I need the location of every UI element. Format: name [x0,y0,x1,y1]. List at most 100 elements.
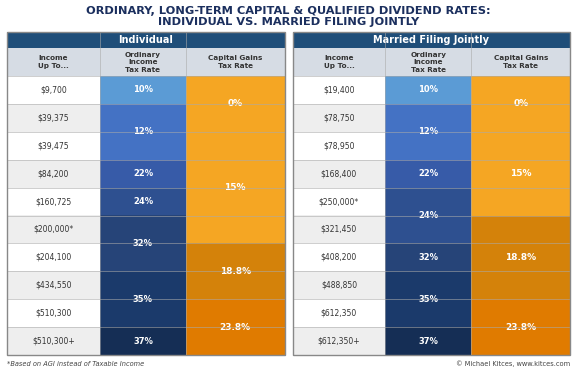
Bar [7,32,284,355]
Text: 12%: 12% [133,127,153,136]
Text: $78,950: $78,950 [323,141,355,150]
Text: $612,350: $612,350 [321,309,357,318]
Bar [293,216,385,243]
Text: $510,300+: $510,300+ [32,336,75,345]
Text: 24%: 24% [133,197,153,206]
Text: Married Filing Jointly: Married Filing Jointly [373,35,489,45]
Bar [100,104,186,160]
Bar [385,160,471,188]
Bar [7,271,100,299]
Text: Capital Gains
Tax Rate: Capital Gains Tax Rate [493,55,548,69]
Bar [471,299,570,355]
Text: Income
Up To...: Income Up To... [38,55,69,69]
Text: 22%: 22% [133,169,153,178]
Text: *Based on AGI instead of Taxable Income: *Based on AGI instead of Taxable Income [7,361,144,367]
Text: Ordinary
Income
Tax Rate: Ordinary Income Tax Rate [125,51,161,72]
Bar [385,327,471,355]
Text: 18.8%: 18.8% [220,267,251,276]
Bar [7,48,284,76]
Bar [385,271,471,327]
Bar [471,132,570,216]
Text: 37%: 37% [418,336,439,345]
Bar [100,188,186,216]
Bar [186,132,284,243]
Text: 0%: 0% [513,99,529,108]
Bar [7,32,284,48]
Text: ORDINARY, LONG-TERM CAPITAL & QUALIFIED DIVIDEND RATES:: ORDINARY, LONG-TERM CAPITAL & QUALIFIED … [86,6,491,16]
Text: $78,750: $78,750 [323,113,355,122]
Bar [293,76,385,104]
Text: $39,475: $39,475 [38,141,69,150]
Bar [293,32,570,355]
Bar [385,76,471,104]
Bar [293,271,385,299]
Bar [7,76,100,104]
Text: 24%: 24% [418,211,439,220]
Text: $434,550: $434,550 [35,281,72,290]
Bar [385,188,471,243]
Text: Income
Up To...: Income Up To... [324,55,354,69]
Text: $510,300: $510,300 [35,309,72,318]
Bar [293,32,570,48]
Text: Ordinary
Income
Tax Rate: Ordinary Income Tax Rate [410,51,447,72]
Text: $39,375: $39,375 [38,113,69,122]
Text: $408,200: $408,200 [321,253,357,262]
Text: 15%: 15% [224,183,246,192]
Text: 10%: 10% [418,86,439,94]
Text: $488,850: $488,850 [321,281,357,290]
Text: $200,000*: $200,000* [33,225,74,234]
Bar [7,243,100,271]
Bar [100,160,186,188]
Text: INDIVIDUAL VS. MARRIED FILING JOINTLY: INDIVIDUAL VS. MARRIED FILING JOINTLY [158,17,419,27]
Bar [293,327,385,355]
Bar [293,160,385,188]
Bar [7,132,100,160]
Bar [100,76,186,104]
Text: 35%: 35% [133,295,153,304]
Bar [385,243,471,271]
Bar [186,299,284,355]
Text: 18.8%: 18.8% [505,253,536,262]
Text: Individual: Individual [118,35,173,45]
Text: 0%: 0% [228,99,243,108]
Text: 22%: 22% [418,169,439,178]
Bar [100,327,186,355]
Text: $321,450: $321,450 [321,225,357,234]
Text: $168,400: $168,400 [321,169,357,178]
Bar [293,132,385,160]
Text: 35%: 35% [418,295,439,304]
Bar [293,188,385,216]
Bar [471,216,570,299]
Bar [7,216,100,243]
Text: Capital Gains
Tax Rate: Capital Gains Tax Rate [208,55,263,69]
Bar [100,216,186,271]
Text: 12%: 12% [418,127,439,136]
Bar [7,188,100,216]
Text: 15%: 15% [510,169,531,178]
Bar [7,104,100,132]
Text: $204,100: $204,100 [35,253,72,262]
Text: $84,200: $84,200 [38,169,69,178]
Bar [7,160,100,188]
Bar [293,243,385,271]
Text: $612,350+: $612,350+ [318,336,360,345]
Bar [293,48,570,76]
Text: 23.8%: 23.8% [220,322,251,332]
Text: 32%: 32% [418,253,439,262]
Text: $160,725: $160,725 [35,197,72,206]
Text: 37%: 37% [133,336,153,345]
Bar [100,271,186,327]
Text: $250,000*: $250,000* [319,197,359,206]
Bar [293,104,385,132]
Text: © Michael Kitces, www.kitces.com: © Michael Kitces, www.kitces.com [456,360,570,367]
Bar [7,327,100,355]
Bar [186,76,284,132]
Text: 23.8%: 23.8% [505,322,536,332]
Bar [471,76,570,132]
Bar [385,104,471,160]
Text: 32%: 32% [133,239,153,248]
Text: $19,400: $19,400 [323,86,355,94]
Bar [293,299,385,327]
Bar [7,299,100,327]
Bar [186,243,284,299]
